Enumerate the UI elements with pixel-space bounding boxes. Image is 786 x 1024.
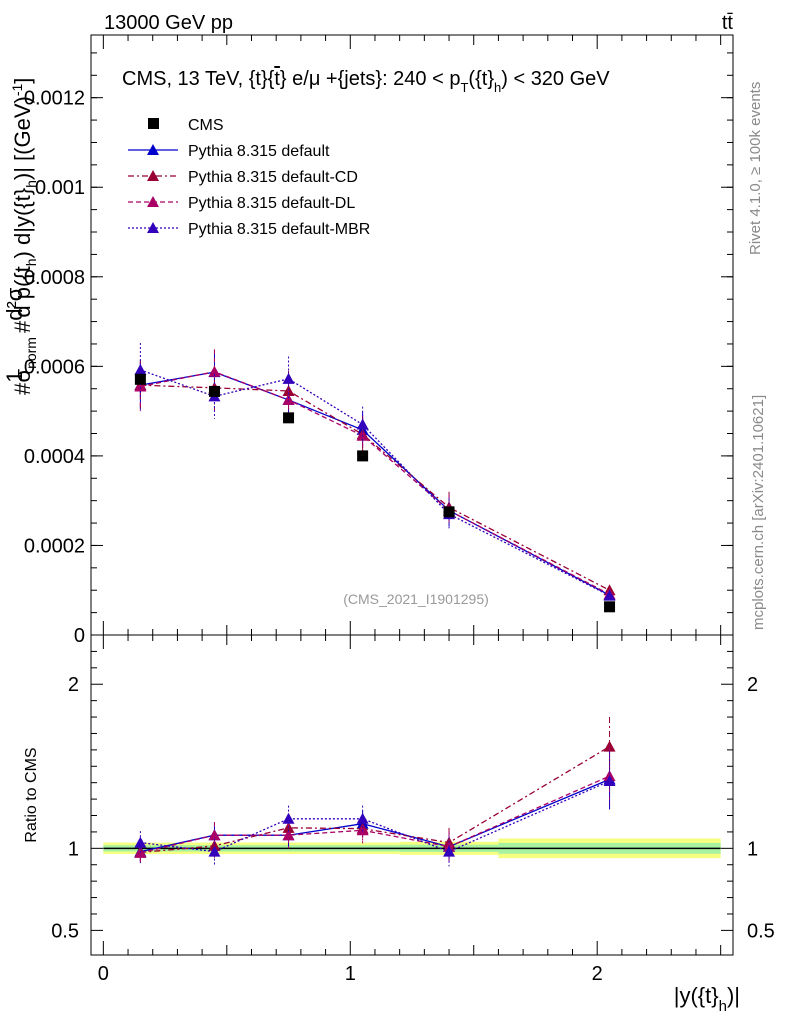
- x-tick-label: 1: [345, 963, 356, 985]
- series-3-ratio-point: [282, 812, 295, 824]
- y-tick-label-lower-right: 1: [747, 838, 758, 860]
- series-3-point: [282, 372, 295, 384]
- cms-data-point: [357, 450, 369, 462]
- series-2-line: [140, 371, 610, 595]
- series-2-ratio-point: [208, 829, 221, 841]
- legend-marker-series-2: [147, 196, 159, 207]
- y-tick-label-lower-right: 2: [747, 674, 758, 696]
- series-2-ratio-point: [282, 829, 295, 841]
- series-3-ratio-point: [134, 836, 147, 848]
- energy-label: 13000 GeV pp: [104, 12, 233, 34]
- y-tick-label-lower: 0.5: [51, 920, 79, 942]
- series-3-ratio-point: [356, 812, 369, 824]
- legend-label-series-3: Pythia 8.315 default-MBR: [188, 221, 370, 238]
- legend-label-cms: CMS: [188, 117, 224, 134]
- y-axis-label-lower: Ratio to CMS: [23, 747, 40, 842]
- x-axis-ticks: 0 1 2: [98, 35, 722, 985]
- legend-marker-cms: [148, 118, 159, 129]
- y-tick-label-lower: 1: [68, 838, 79, 860]
- y-tick-label-upper: 0.0004: [24, 446, 85, 468]
- x-tick-label: 2: [592, 963, 603, 985]
- series-3-ratio-point: [443, 845, 456, 857]
- cms-data-point: [283, 412, 295, 424]
- lower-series-layer: [134, 717, 616, 867]
- legend-marker-series-3: [147, 222, 159, 233]
- rivet-version-label: Rivet 4.1.0, ≥ 100k events: [747, 82, 764, 255]
- legend-label-series-0: Pythia 8.315 default: [188, 143, 330, 160]
- y-tick-label-upper: 0.0006: [24, 356, 85, 378]
- legend-marker-series-0: [147, 144, 159, 155]
- series-2-point: [134, 380, 147, 392]
- x-tick-label: 0: [98, 963, 109, 985]
- series-3-ratio-point: [603, 775, 616, 787]
- cms-data-point: [604, 601, 616, 613]
- series-3-line: [140, 369, 610, 597]
- series-3-ratio-point: [208, 845, 221, 857]
- upper-data-layer: [134, 373, 616, 613]
- series-3-point: [356, 418, 369, 430]
- mcplots-label: mcplots.cern.ch [arXiv:2401.10621]: [750, 395, 767, 630]
- y-tick-label-upper: 0.001: [35, 177, 85, 199]
- y-tick-label-lower-right: 0.5: [747, 920, 775, 942]
- y-axis-label-upper: #1σnorm#d²σd p({th) d|y({t}h)| [(GeV)-1]: [2, 78, 39, 395]
- series-3-point: [603, 589, 616, 601]
- x-axis-label: |y({t}h)|: [674, 983, 740, 1015]
- legend-label-series-2: Pythia 8.315 default-DL: [188, 195, 355, 212]
- legend: CMS Pythia 8.315 default Pythia 8.315 def…: [128, 117, 370, 238]
- cms-data-point: [443, 506, 455, 518]
- series-1-ratio-point: [603, 740, 616, 752]
- lower-axis-ticks: 0.5 0.5 1 1 2 2: [51, 650, 775, 942]
- lower-frame: [90, 634, 734, 956]
- series-3-ratio-line: [140, 780, 610, 853]
- series-2-point: [208, 365, 221, 377]
- upper-axis-ticks: 0 0.0002 0.0004 0.0006 0.0008 0.001 0.0012: [24, 52, 733, 647]
- analysis-id-label: (CMS_2021_I1901295): [343, 591, 489, 607]
- series-1-line: [140, 384, 610, 591]
- series-2-ratio-line: [140, 775, 610, 854]
- series-3-point: [134, 363, 147, 375]
- y-tick-label-upper: 0.0002: [24, 535, 85, 557]
- plot-title: CMS, 13 TeV, {t}{t} e/μ +{jets}: 240 < p…: [122, 68, 610, 95]
- process-label: tt̄: [722, 12, 734, 34]
- y-tick-label-upper: 0.0008: [24, 267, 85, 289]
- y-tick-label-upper: 0: [74, 625, 85, 647]
- upper-series-layer: [134, 343, 616, 601]
- series-2-point: [282, 393, 295, 405]
- cms-data-point: [134, 373, 146, 385]
- legend-label-series-1: Pythia 8.315 default-CD: [188, 169, 358, 186]
- series-1-ratio-line: [140, 746, 610, 854]
- legend-marker-series-1: [147, 170, 159, 181]
- series-0-line: [140, 371, 610, 596]
- series-1-ratio-point: [208, 839, 221, 851]
- series-0-ratio-line: [140, 778, 610, 853]
- y-tick-label-lower: 2: [68, 674, 79, 696]
- y-tick-label-upper: 0.0012: [24, 88, 85, 110]
- cms-data-point: [208, 385, 220, 397]
